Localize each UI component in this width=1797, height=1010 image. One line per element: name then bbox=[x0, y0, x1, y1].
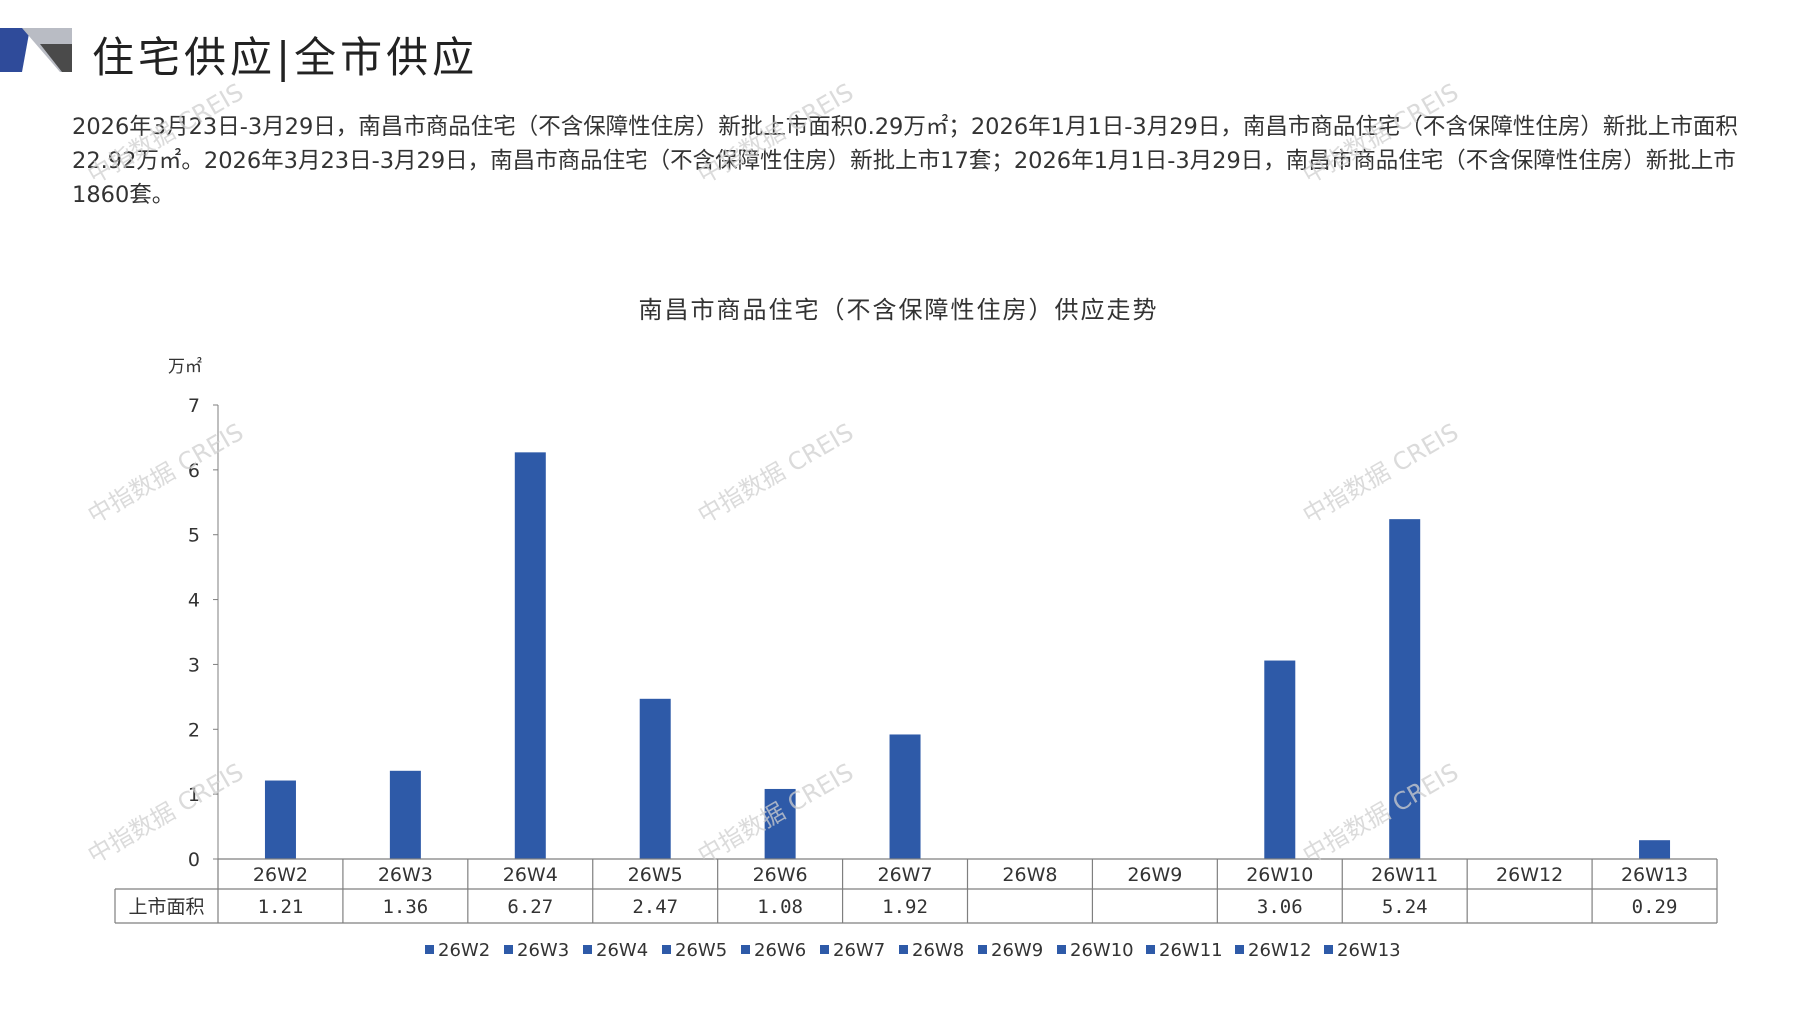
legend-item: 26W3 bbox=[517, 940, 569, 961]
bar-26W4 bbox=[514, 452, 546, 859]
y-tick-label: 0 bbox=[188, 849, 200, 871]
legend-item: 26W10 bbox=[1070, 940, 1134, 961]
legend-item: 26W9 bbox=[991, 940, 1043, 961]
legend-swatch bbox=[1324, 945, 1333, 954]
legend-item: 26W11 bbox=[1159, 940, 1223, 961]
legend-swatch bbox=[899, 945, 908, 954]
y-tick-label: 4 bbox=[188, 590, 200, 612]
bar-26W11 bbox=[1389, 519, 1421, 859]
x-tick-label: 26W3 bbox=[378, 864, 433, 886]
legend-swatch bbox=[978, 945, 987, 954]
data-label: 1.36 bbox=[382, 896, 428, 918]
legend-swatch bbox=[1235, 945, 1244, 954]
x-tick-label: 26W2 bbox=[253, 864, 308, 886]
y-tick-label: 3 bbox=[188, 654, 200, 676]
legend-swatch bbox=[583, 945, 592, 954]
logo-mark bbox=[0, 28, 72, 72]
x-tick-label: 26W8 bbox=[1002, 864, 1057, 886]
bar-26W2 bbox=[264, 780, 296, 859]
bar-26W5 bbox=[639, 698, 671, 859]
legend-swatch bbox=[820, 945, 829, 954]
x-tick-label: 26W11 bbox=[1371, 864, 1438, 886]
x-tick-label: 26W12 bbox=[1496, 864, 1563, 886]
legend-item: 26W4 bbox=[596, 940, 648, 961]
data-label: 1.21 bbox=[258, 896, 304, 918]
data-label: 1.92 bbox=[882, 896, 928, 918]
x-tick-label: 26W6 bbox=[753, 864, 808, 886]
legend-swatch bbox=[662, 945, 671, 954]
legend-swatch bbox=[425, 945, 434, 954]
x-tick-label: 26W9 bbox=[1127, 864, 1182, 886]
legend-swatch bbox=[504, 945, 513, 954]
y-tick-label: 5 bbox=[188, 525, 200, 547]
legend-swatch bbox=[1146, 945, 1155, 954]
x-tick-label: 26W7 bbox=[878, 864, 933, 886]
legend-item: 26W12 bbox=[1248, 940, 1312, 961]
data-label: 2.47 bbox=[632, 896, 678, 918]
legend-item: 26W6 bbox=[754, 940, 806, 961]
legend-item: 26W8 bbox=[912, 940, 964, 961]
data-table: 26W2 26W3 26W4 26W5 26W6 26W7 26W8 26W9 26W10 26W… bbox=[114, 858, 1718, 924]
legend-item: 26W5 bbox=[675, 940, 727, 961]
series-label: 上市面积 bbox=[128, 896, 204, 918]
y-tick-label: 7 bbox=[188, 395, 200, 417]
data-label: 3.06 bbox=[1257, 896, 1303, 918]
bar-26W13 bbox=[1639, 840, 1671, 859]
legend-swatch bbox=[741, 945, 750, 954]
data-label: 0.29 bbox=[1632, 896, 1678, 918]
y-tick-label: 6 bbox=[188, 460, 200, 482]
x-tick-label: 26W10 bbox=[1246, 864, 1313, 886]
x-tick-label: 26W13 bbox=[1621, 864, 1688, 886]
bar-26W6 bbox=[764, 788, 796, 859]
legend-item: 26W7 bbox=[833, 940, 885, 961]
data-label: 1.08 bbox=[757, 896, 803, 918]
chart-title: 南昌市商品住宅（不含保障性住房）供应走势 bbox=[638, 296, 1159, 324]
legend-item: 26W2 bbox=[438, 940, 490, 961]
data-label: 6.27 bbox=[507, 896, 553, 918]
bar-26W10 bbox=[1264, 660, 1296, 859]
summary-text: 2026年3月23日-3月29日，南昌市商品住宅（不含保障性住房）新批上市面积0… bbox=[72, 114, 1738, 208]
x-tick-label: 26W5 bbox=[628, 864, 683, 886]
legend-swatch bbox=[1057, 945, 1066, 954]
legend: 26W2 26W3 26W4 26W5 26W6 26W7 26W8 26W9 26W10 26W… bbox=[425, 940, 1401, 961]
data-label: 5.24 bbox=[1382, 896, 1428, 918]
x-tick-label: 26W4 bbox=[503, 864, 558, 886]
page-title: 住宅供应|全市供应 bbox=[92, 33, 479, 82]
bar-26W7 bbox=[889, 734, 921, 859]
header: 住宅供应|全市供应 bbox=[0, 0, 1797, 100]
y-tick-label: 1 bbox=[188, 784, 200, 806]
legend-item: 26W13 bbox=[1337, 940, 1401, 961]
bar-26W3 bbox=[389, 770, 421, 859]
y-tick-label: 2 bbox=[188, 719, 200, 741]
y-unit-label: 万㎡ bbox=[168, 357, 202, 377]
